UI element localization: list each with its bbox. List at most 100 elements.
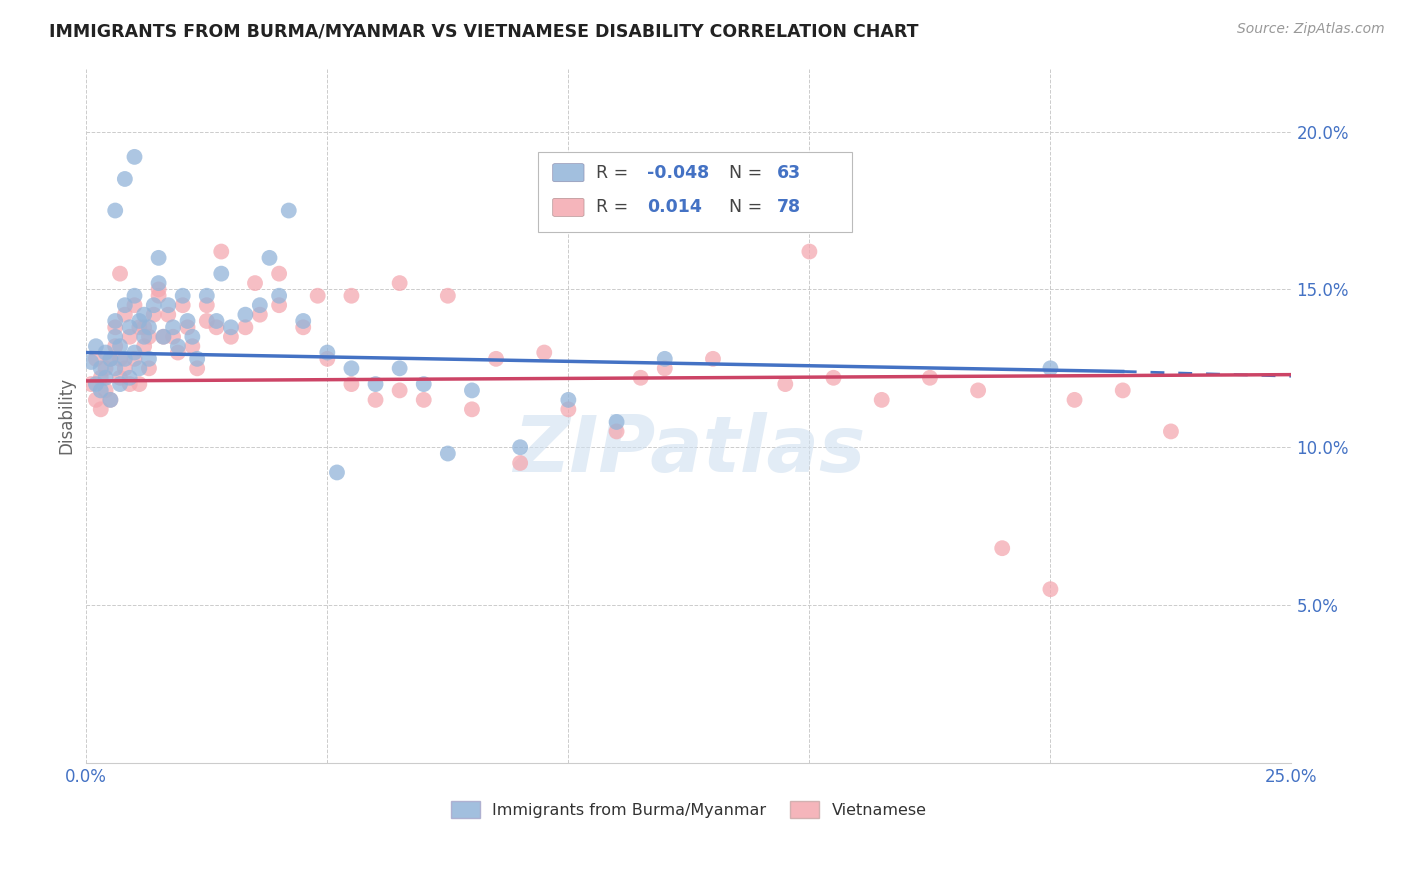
Point — [124, 289, 146, 303]
Text: -0.048: -0.048 — [647, 163, 709, 182]
Point — [134, 308, 156, 322]
Point — [991, 541, 1014, 556]
Point — [124, 150, 146, 164]
Point — [269, 298, 291, 312]
Text: ZIPatlas: ZIPatlas — [513, 412, 865, 488]
Text: N =: N = — [728, 163, 768, 182]
Point — [134, 339, 156, 353]
Point — [104, 203, 127, 218]
Point — [142, 308, 165, 322]
FancyBboxPatch shape — [538, 152, 852, 232]
Point — [1039, 582, 1062, 597]
Text: N =: N = — [728, 198, 768, 217]
Point — [259, 251, 281, 265]
Point — [94, 371, 117, 385]
Point — [918, 371, 941, 385]
Text: R =: R = — [596, 198, 640, 217]
Point — [148, 282, 170, 296]
Text: Source: ZipAtlas.com: Source: ZipAtlas.com — [1237, 22, 1385, 37]
Point — [94, 384, 117, 398]
Point — [388, 276, 411, 290]
Point — [124, 298, 146, 312]
Point — [799, 244, 821, 259]
Point — [104, 330, 127, 344]
Point — [340, 377, 363, 392]
Point — [128, 320, 150, 334]
Point — [114, 298, 136, 312]
Y-axis label: Disability: Disability — [58, 377, 75, 454]
Point — [823, 371, 845, 385]
Text: 78: 78 — [778, 198, 801, 217]
Point — [557, 392, 579, 407]
Point — [94, 361, 117, 376]
Point — [114, 172, 136, 186]
Point — [104, 361, 127, 376]
Point — [148, 276, 170, 290]
Point — [138, 320, 160, 334]
Point — [118, 377, 141, 392]
Point — [80, 377, 103, 392]
Text: R =: R = — [596, 163, 634, 182]
Point — [388, 361, 411, 376]
Point — [557, 402, 579, 417]
Point — [172, 298, 194, 312]
Point — [775, 377, 797, 392]
Point — [209, 244, 232, 259]
Point — [128, 314, 150, 328]
Point — [437, 289, 460, 303]
Point — [249, 298, 271, 312]
Point — [249, 308, 271, 322]
Point — [509, 440, 531, 454]
Point — [195, 314, 218, 328]
Point — [243, 276, 266, 290]
Point — [870, 392, 893, 407]
Point — [485, 351, 508, 366]
Point — [100, 392, 122, 407]
Point — [108, 267, 131, 281]
Point — [124, 345, 146, 359]
Point — [209, 267, 232, 281]
Text: IMMIGRANTS FROM BURMA/MYANMAR VS VIETNAMESE DISABILITY CORRELATION CHART: IMMIGRANTS FROM BURMA/MYANMAR VS VIETNAM… — [49, 22, 918, 40]
Point — [90, 402, 112, 417]
Point — [630, 371, 652, 385]
Point — [388, 384, 411, 398]
Point — [84, 392, 107, 407]
Point — [157, 298, 180, 312]
Point — [292, 314, 315, 328]
FancyBboxPatch shape — [553, 163, 583, 182]
Point — [412, 392, 434, 407]
Point — [124, 351, 146, 366]
Point — [1112, 384, 1135, 398]
Point — [108, 377, 131, 392]
Point — [269, 289, 291, 303]
Point — [118, 330, 141, 344]
Point — [84, 377, 107, 392]
Point — [364, 392, 387, 407]
Point — [100, 392, 122, 407]
Point — [340, 289, 363, 303]
Point — [606, 425, 628, 439]
Point — [316, 345, 339, 359]
Point — [128, 361, 150, 376]
Point — [104, 339, 127, 353]
Point — [118, 320, 141, 334]
Point — [94, 345, 117, 359]
Point — [134, 330, 156, 344]
Point — [152, 330, 174, 344]
Point — [186, 361, 208, 376]
Point — [176, 320, 198, 334]
Point — [157, 308, 180, 322]
Point — [654, 361, 676, 376]
Point — [162, 330, 184, 344]
Point — [118, 371, 141, 385]
FancyBboxPatch shape — [553, 198, 583, 217]
Point — [84, 351, 107, 366]
Point — [176, 314, 198, 328]
Point — [114, 351, 136, 366]
Point — [461, 402, 484, 417]
Point — [461, 384, 484, 398]
Point — [316, 351, 339, 366]
Point — [219, 320, 242, 334]
Point — [100, 351, 122, 366]
Point — [104, 314, 127, 328]
